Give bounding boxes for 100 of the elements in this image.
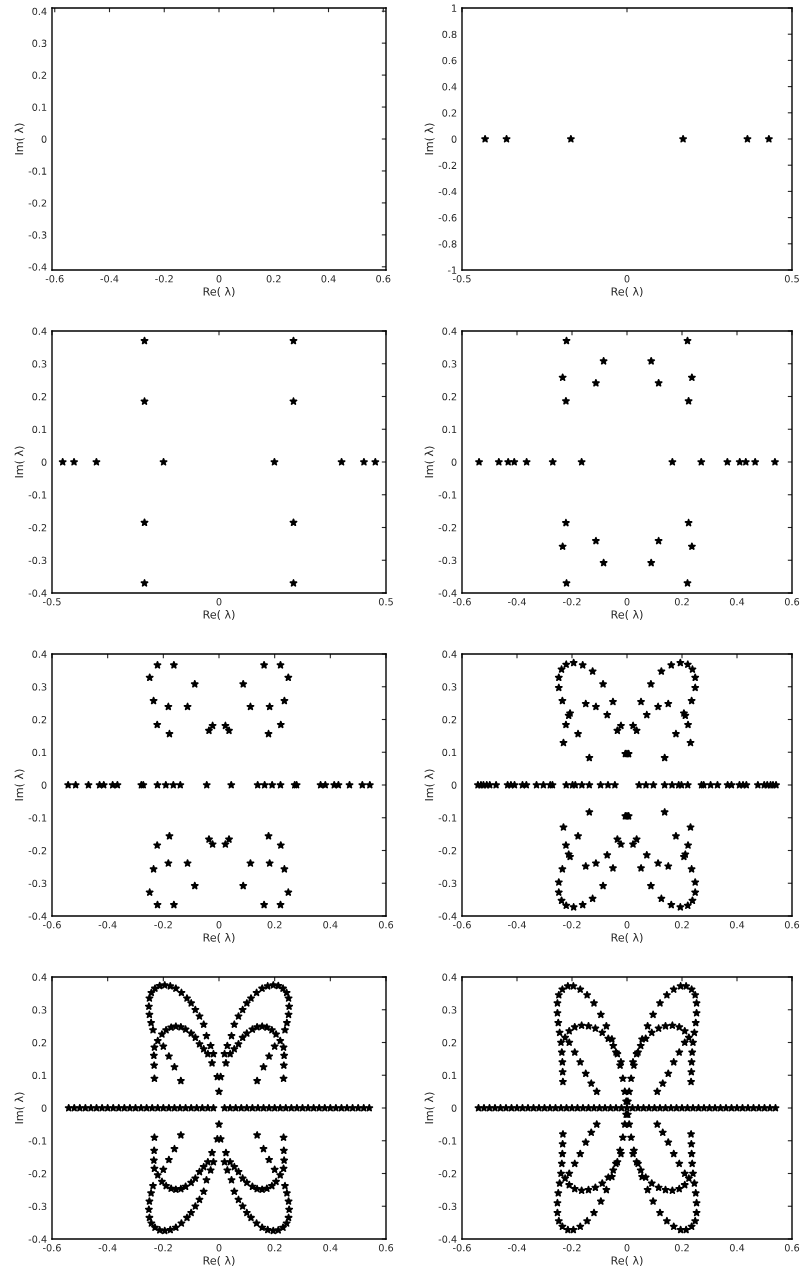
x-tick-label: 0.4 (321, 275, 336, 283)
y-tick-label: 0.3 (32, 1006, 47, 1014)
y-tick-label: 0 (451, 458, 457, 466)
y-tick-label: -1 (447, 266, 457, 274)
x-tick-label: 0.4 (323, 921, 338, 929)
y-tick-label: 0.2 (32, 715, 47, 724)
y-tick-label: 0 (41, 1104, 47, 1112)
x-tick-label: 0.4 (729, 598, 745, 606)
y-tick-label: 0.3 (32, 39, 47, 47)
y-tick-label: 0.4 (32, 973, 47, 981)
x-axis-title: Re( λ) (611, 1256, 643, 1266)
x-tick-label: -0.2 (562, 1244, 581, 1252)
x-tick-label: 0 (624, 921, 630, 929)
x-tick-label: -0.4 (100, 275, 119, 283)
y-tick-label: -0.2 (28, 199, 47, 207)
x-tick-label: -0.2 (562, 598, 581, 606)
x-tick-label: 0.2 (267, 1244, 282, 1252)
x-axis-title: Re( λ) (611, 287, 643, 297)
y-axis-title: Im( λ) (14, 123, 25, 155)
x-tick-label: 0 (624, 1244, 630, 1252)
y-tick-label: 0.3 (442, 360, 457, 368)
y-tick-label: 0.2 (32, 1038, 47, 1047)
y-axis-title: Im( λ) (14, 769, 25, 801)
y-tick-label: 0 (41, 135, 47, 143)
y-tick-label: 1 (452, 4, 457, 12)
y-tick-label: -0.2 (28, 846, 47, 855)
y-axis-title: Im( λ) (14, 1092, 25, 1124)
y-tick-label: 0.4 (442, 973, 457, 981)
y-tick-label: 0.2 (32, 71, 47, 79)
x-tick-label: 0.2 (674, 921, 689, 929)
y-tick-label: -0.3 (438, 1202, 457, 1211)
y-tick-label: 0.3 (442, 1006, 457, 1014)
x-axis-title: Re( λ) (203, 933, 235, 943)
y-tick-label: -0.4 (28, 589, 47, 597)
y-axis-title: Im( λ) (14, 446, 25, 478)
x-tick-label: -0.4 (507, 598, 526, 606)
x-tick-label: 0.6 (378, 1244, 394, 1252)
y-tick-label: -0.3 (28, 1202, 47, 1211)
y-axis-title: Im( λ) (424, 769, 435, 801)
y-tick-label: -0.6 (438, 214, 457, 222)
x-axis-title: Re( λ) (611, 610, 643, 620)
y-tick-label: 0.1 (442, 748, 457, 757)
y-tick-label: 0.3 (442, 683, 457, 691)
y-tick-label: 0.3 (32, 683, 47, 691)
y-tick-label: 0.1 (32, 748, 47, 757)
y-tick-label: -0.4 (28, 1235, 47, 1243)
y-tick-label: -0.2 (438, 523, 457, 532)
y-tick-label: 0.4 (442, 650, 457, 658)
y-tick-label: -0.1 (28, 491, 47, 499)
y-tick-label: 0.1 (32, 1071, 47, 1080)
x-axis-title: Re( λ) (203, 1256, 235, 1266)
y-tick-label: -0.2 (438, 161, 457, 170)
y-tick-label: 0.8 (442, 30, 457, 39)
x-tick-label: -0.2 (155, 275, 173, 283)
y-tick-label: -0.3 (28, 556, 47, 565)
x-tick-label: 0.2 (674, 1244, 689, 1252)
x-tick-label: 0.6 (378, 921, 394, 929)
x-tick-label: 0.4 (323, 1244, 338, 1252)
x-tick-label: -0.5 (42, 598, 61, 606)
x-tick-label: 0.6 (784, 1244, 800, 1252)
y-tick-label: 0 (41, 458, 47, 466)
y-tick-label: 0.4 (442, 327, 457, 335)
y-tick-label: -0.1 (28, 814, 47, 822)
y-tick-label: 0.1 (32, 103, 47, 111)
y-tick-label: 0.1 (442, 1071, 457, 1080)
y-tick-label: -0.1 (28, 167, 47, 175)
y-tick-label: -0.8 (438, 240, 457, 248)
y-tick-label: -0.1 (438, 491, 457, 499)
y-tick-label: -0.4 (28, 263, 47, 271)
x-tick-label: 0.6 (784, 921, 800, 929)
x-tick-label: 0.4 (729, 921, 745, 929)
y-axis-title: Im( λ) (424, 446, 435, 478)
y-tick-label: -0.1 (438, 814, 457, 822)
x-axis-title: Re( λ) (611, 933, 643, 943)
x-tick-label: -0.2 (154, 1244, 172, 1252)
y-tick-label: -0.3 (28, 231, 47, 239)
y-tick-label: 0 (451, 135, 457, 143)
x-tick-label: -0.4 (507, 921, 526, 929)
x-axis-title: Re( λ) (203, 287, 235, 297)
x-tick-label: 0.2 (674, 598, 689, 606)
x-tick-label: 0.4 (729, 1244, 745, 1252)
x-tick-label: 0 (624, 598, 630, 606)
x-tick-label: 0.2 (266, 275, 281, 283)
y-tick-label: -0.4 (438, 589, 457, 597)
x-tick-label: -0.5 (452, 275, 471, 283)
y-tick-label: 0.4 (442, 83, 457, 91)
x-tick-label: 0 (216, 598, 222, 606)
x-tick-label: 0.6 (784, 598, 800, 606)
x-tick-label: -0.2 (562, 921, 581, 929)
x-tick-label: 0.2 (267, 921, 282, 929)
x-tick-label: 0 (216, 1244, 222, 1252)
y-tick-label: 0.4 (32, 327, 47, 335)
y-tick-label: 0 (451, 781, 457, 789)
x-tick-label: 0.6 (376, 275, 391, 283)
x-axis-title: Re( λ) (203, 610, 235, 620)
x-tick-label: 0 (216, 921, 222, 929)
x-tick-label: -0.4 (507, 1244, 526, 1252)
y-tick-label: 0.2 (442, 109, 457, 117)
y-tick-label: -0.3 (438, 879, 457, 888)
y-tick-label: -0.3 (28, 879, 47, 888)
